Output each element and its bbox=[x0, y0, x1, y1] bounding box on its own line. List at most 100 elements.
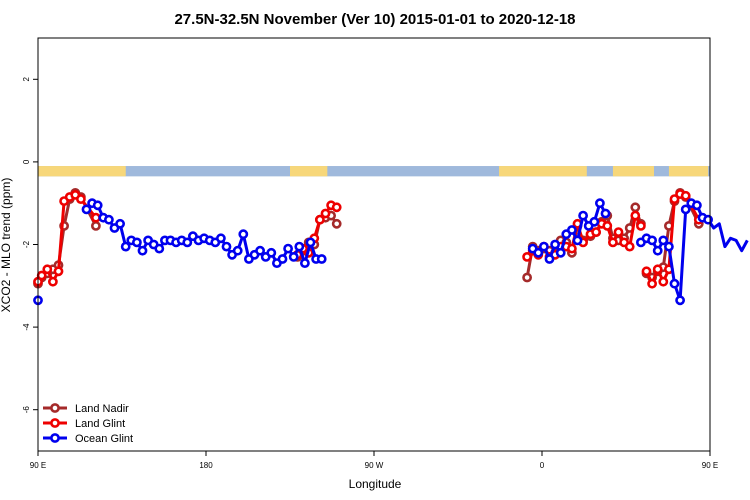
data-point bbox=[305, 237, 316, 248]
data-point bbox=[703, 214, 713, 225]
data-point bbox=[658, 235, 669, 246]
data-point bbox=[567, 243, 577, 254]
data-point bbox=[238, 229, 249, 240]
data-point bbox=[81, 204, 92, 215]
data-point bbox=[331, 202, 342, 213]
y-axis: 2 0 -2 -4 -6 bbox=[22, 77, 38, 414]
data-point bbox=[255, 245, 265, 256]
x-tick-label: 0 bbox=[540, 461, 545, 470]
surface-type-strip bbox=[38, 166, 710, 177]
data-point bbox=[652, 264, 663, 275]
data-point bbox=[131, 237, 142, 248]
data-point bbox=[215, 233, 226, 244]
series-ocean-glint bbox=[33, 198, 749, 306]
y-axis-label: XCO2 - MLO trend (ppm) bbox=[0, 178, 13, 313]
data-point bbox=[555, 247, 566, 258]
legend-label: Ocean Glint bbox=[75, 433, 133, 445]
data-point bbox=[48, 276, 58, 287]
legend: Land Nadir Land Glint Ocean Glint bbox=[43, 403, 133, 445]
data-point bbox=[42, 264, 53, 275]
data-point bbox=[572, 235, 583, 246]
data-point bbox=[692, 200, 702, 211]
data-point bbox=[680, 204, 691, 215]
y-tick-label: 0 bbox=[22, 159, 31, 164]
legend-marker bbox=[50, 403, 60, 413]
land-strip-segment bbox=[612, 166, 654, 177]
data-point bbox=[550, 239, 560, 250]
data-point bbox=[320, 208, 331, 219]
data-point bbox=[137, 245, 148, 256]
data-point bbox=[76, 194, 86, 204]
data-point bbox=[641, 266, 652, 277]
land-strip-segment bbox=[38, 166, 126, 177]
x-tick-label: 90 W bbox=[365, 461, 384, 470]
data-point bbox=[630, 210, 641, 221]
data-point bbox=[608, 237, 618, 248]
plot-series bbox=[33, 187, 749, 306]
data-point bbox=[221, 241, 232, 252]
data-point bbox=[578, 210, 588, 221]
data-point bbox=[675, 295, 685, 306]
y-tick-label: 2 bbox=[22, 77, 31, 82]
legend-label: Land Nadir bbox=[75, 403, 129, 415]
data-point bbox=[331, 218, 342, 229]
data-point bbox=[314, 214, 325, 225]
data-point bbox=[652, 245, 663, 256]
legend-item-ocean-glint: Ocean Glint bbox=[43, 433, 133, 445]
data-point bbox=[316, 254, 327, 264]
data-point bbox=[299, 258, 310, 268]
data-point bbox=[647, 235, 657, 246]
land-strip-segment bbox=[499, 166, 587, 177]
data-point bbox=[669, 278, 680, 289]
data-point bbox=[277, 254, 288, 264]
data-point bbox=[182, 237, 193, 248]
data-point bbox=[664, 241, 674, 252]
x-tick-label: 90 E bbox=[30, 461, 46, 470]
data-point bbox=[567, 225, 577, 235]
data-point bbox=[647, 278, 657, 289]
data-point bbox=[288, 251, 299, 262]
x-tick-label: 90 E bbox=[702, 461, 718, 470]
data-point bbox=[53, 266, 64, 277]
data-point bbox=[266, 247, 277, 258]
data-point bbox=[539, 241, 549, 252]
legend-item-land-nadir: Land Nadir bbox=[43, 403, 129, 415]
data-point bbox=[600, 208, 611, 219]
x-axis: 90 E 180 90 W 0 90 E bbox=[30, 451, 718, 470]
data-point bbox=[613, 227, 624, 237]
data-point bbox=[232, 245, 243, 256]
data-point bbox=[636, 220, 646, 231]
land-strip-segment bbox=[668, 166, 709, 177]
data-point bbox=[92, 200, 103, 211]
data-point bbox=[669, 194, 680, 204]
data-point bbox=[630, 202, 641, 213]
data-point bbox=[120, 241, 131, 252]
legend-marker bbox=[50, 433, 60, 443]
land-strip-segment bbox=[290, 166, 328, 177]
y-tick-label: -6 bbox=[22, 406, 31, 414]
data-point bbox=[115, 218, 125, 229]
legend-marker bbox=[50, 418, 60, 428]
data-point bbox=[680, 190, 691, 201]
data-point bbox=[602, 220, 613, 231]
data-point bbox=[589, 216, 600, 227]
data-point bbox=[544, 254, 555, 264]
y-tick-label: -4 bbox=[22, 323, 31, 331]
ocean-strip bbox=[38, 166, 710, 177]
data-point bbox=[658, 276, 669, 287]
data-point bbox=[104, 214, 114, 225]
chart-title: 27.5N-32.5N November (Ver 10) 2015-01-01… bbox=[174, 11, 575, 28]
data-point bbox=[522, 272, 532, 283]
data-point bbox=[91, 220, 101, 231]
data-point bbox=[591, 227, 601, 237]
data-point bbox=[283, 243, 293, 254]
data-point bbox=[154, 243, 165, 254]
data-point bbox=[294, 241, 305, 252]
y-tick-label: -2 bbox=[22, 240, 31, 248]
data-point bbox=[624, 241, 635, 252]
data-point bbox=[533, 247, 544, 258]
data-point bbox=[522, 251, 532, 262]
x-axis-label: Longitude bbox=[349, 477, 402, 491]
data-point bbox=[595, 198, 605, 209]
